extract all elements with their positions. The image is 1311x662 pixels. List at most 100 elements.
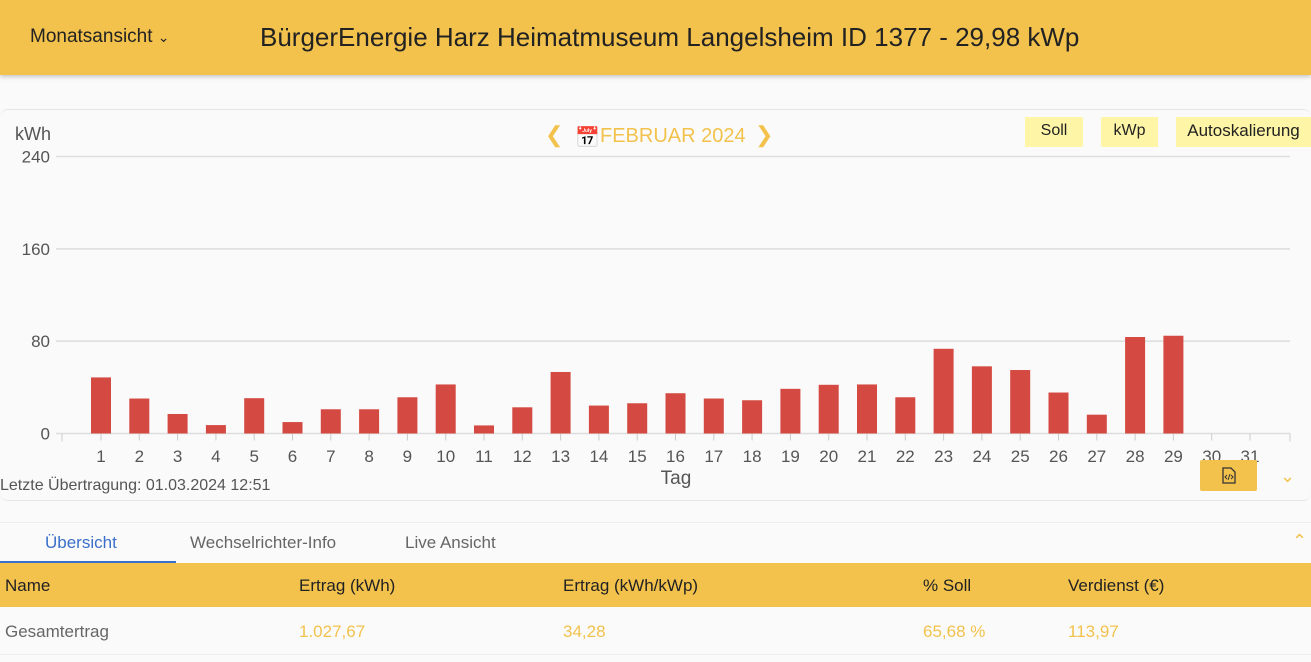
kwp-button[interactable]: kWp <box>1101 117 1158 147</box>
bar-day-18 <box>742 400 763 434</box>
chart-card <box>0 109 1311 501</box>
bar-day-8 <box>359 409 380 434</box>
x-tick-label: 13 <box>551 447 570 466</box>
x-tick-label: 26 <box>1049 447 1068 466</box>
bar-day-16 <box>665 393 686 434</box>
bar-day-7 <box>320 409 341 434</box>
bar-day-15 <box>627 403 648 434</box>
view-select[interactable]: Monatsansicht ⌄ <box>30 26 170 48</box>
col-name: Name <box>5 576 51 595</box>
bar-day-23 <box>933 348 954 434</box>
bar-day-17 <box>703 398 724 434</box>
y-tick-label: 0 <box>41 425 50 444</box>
x-tick-label: 27 <box>1087 447 1106 466</box>
tab-wechselrichter-info[interactable]: Wechselrichter-Info <box>190 533 337 552</box>
tab-live-ansicht[interactable]: Live Ansicht <box>405 533 496 552</box>
x-tick-label: 4 <box>211 447 220 466</box>
bar-day-29 <box>1163 335 1184 434</box>
bar-day-5 <box>244 398 265 434</box>
collapse-chevron-icon[interactable]: ⌃ <box>1292 531 1308 551</box>
x-tick-label: 16 <box>666 447 685 466</box>
x-tick-label: 24 <box>972 447 991 466</box>
bar-day-24 <box>971 366 992 434</box>
bar-day-3 <box>167 413 188 434</box>
cell-ertrag: 1.027,67 <box>299 622 366 641</box>
autoscale-button[interactable]: Autoskalierung <box>1176 117 1311 147</box>
table-header: Name Ertrag (kWh) Ertrag (kWh/kWp) % Sol… <box>0 563 1311 607</box>
last-transfer: Letzte Übertragung: 01.03.2024 12:51 <box>0 477 271 494</box>
period-label[interactable]: FEBRUAR 2024 <box>600 125 746 147</box>
tab-uebersicht[interactable]: Übersicht <box>45 533 117 552</box>
bar-day-28 <box>1125 337 1146 434</box>
bar-day-19 <box>780 388 801 434</box>
bar-day-9 <box>397 397 418 434</box>
x-tick-label: 7 <box>326 447 335 466</box>
x-tick-label: 19 <box>781 447 800 466</box>
x-tick-label: 8 <box>364 447 373 466</box>
x-tick-label: 25 <box>1011 447 1030 466</box>
col-ertrag-kwp: Ertrag (kWh/kWp) <box>563 576 699 595</box>
file-code-icon <box>1222 467 1236 484</box>
col-soll: % Soll <box>923 576 972 595</box>
cell-ertrag-kwp: 34,28 <box>563 622 606 641</box>
x-tick-label: 2 <box>135 447 144 466</box>
chevron-down-icon: ⌄ <box>157 29 170 45</box>
expand-chevron-icon[interactable]: ⌄ <box>1280 466 1296 486</box>
header: Monatsansicht ⌄ BürgerEnergie Harz Heima… <box>0 0 1311 75</box>
x-tick-label: 3 <box>173 447 182 466</box>
col-ertrag: Ertrag (kWh) <box>299 576 396 595</box>
chevron-right-icon[interactable]: ❯ <box>755 122 774 147</box>
chevron-left-icon[interactable]: ❮ <box>545 122 564 147</box>
bar-day-2 <box>129 398 150 434</box>
x-tick-label: 22 <box>896 447 915 466</box>
bar-day-1 <box>91 377 111 434</box>
x-tick-label: 20 <box>819 447 838 466</box>
x-tick-label: 17 <box>704 447 723 466</box>
cell-verdienst: 113,97 <box>1068 622 1119 641</box>
page-title: BürgerEnergie Harz Heimatmuseum Langelsh… <box>260 22 1080 52</box>
bar-day-20 <box>818 384 839 434</box>
bar-day-26 <box>1048 392 1069 434</box>
soll-button[interactable]: Soll <box>1025 117 1083 147</box>
x-tick-label: 12 <box>513 447 532 466</box>
x-tick-label: 1 <box>96 447 105 466</box>
x-tick-label: 21 <box>858 447 877 466</box>
bar-day-27 <box>1086 414 1107 434</box>
export-button[interactable] <box>1200 460 1257 491</box>
cell-name: Gesamtertrag <box>5 622 109 641</box>
bar-day-6 <box>282 422 303 434</box>
bar-day-4 <box>205 425 226 434</box>
x-tick-label: 11 <box>475 447 493 466</box>
col-verdienst: Verdienst (€) <box>1068 576 1165 595</box>
cell-soll: 65,68 % <box>923 622 986 641</box>
y-axis-label: kWh <box>15 124 51 144</box>
x-tick-label: 15 <box>628 447 647 466</box>
y-tick-label: 240 <box>22 148 50 167</box>
y-tick-label: 80 <box>31 332 50 351</box>
bar-day-13 <box>550 371 571 434</box>
calendar-icon: 📅 <box>575 127 600 149</box>
active-tab-indicator <box>0 561 176 563</box>
tab-bar: Übersicht Wechselrichter-Info Live Ansic… <box>0 522 1311 563</box>
bar-day-11 <box>474 425 494 434</box>
y-tick-label: 160 <box>22 240 50 259</box>
x-tick-label: 18 <box>743 447 762 466</box>
bar-day-25 <box>1010 370 1031 434</box>
view-select-label: Monatsansicht <box>30 26 153 47</box>
bar-day-14 <box>588 405 609 434</box>
x-tick-label: 14 <box>589 447 608 466</box>
x-tick-label: 5 <box>249 447 258 466</box>
x-tick-label: 10 <box>436 447 455 466</box>
x-tick-label: 6 <box>288 447 297 466</box>
x-tick-label: 29 <box>1164 447 1183 466</box>
x-tick-label: 28 <box>1126 447 1145 466</box>
bar-day-12 <box>512 407 533 434</box>
bar-day-22 <box>895 397 916 434</box>
table-row: Gesamtertrag 1.027,67 34,28 65,68 % 113,… <box>0 607 1311 655</box>
x-tick-label: 23 <box>934 447 953 466</box>
x-axis-label: Tag <box>661 468 692 489</box>
x-tick-label: 9 <box>403 447 412 466</box>
bar-day-21 <box>857 384 877 434</box>
bar-day-10 <box>435 384 456 434</box>
